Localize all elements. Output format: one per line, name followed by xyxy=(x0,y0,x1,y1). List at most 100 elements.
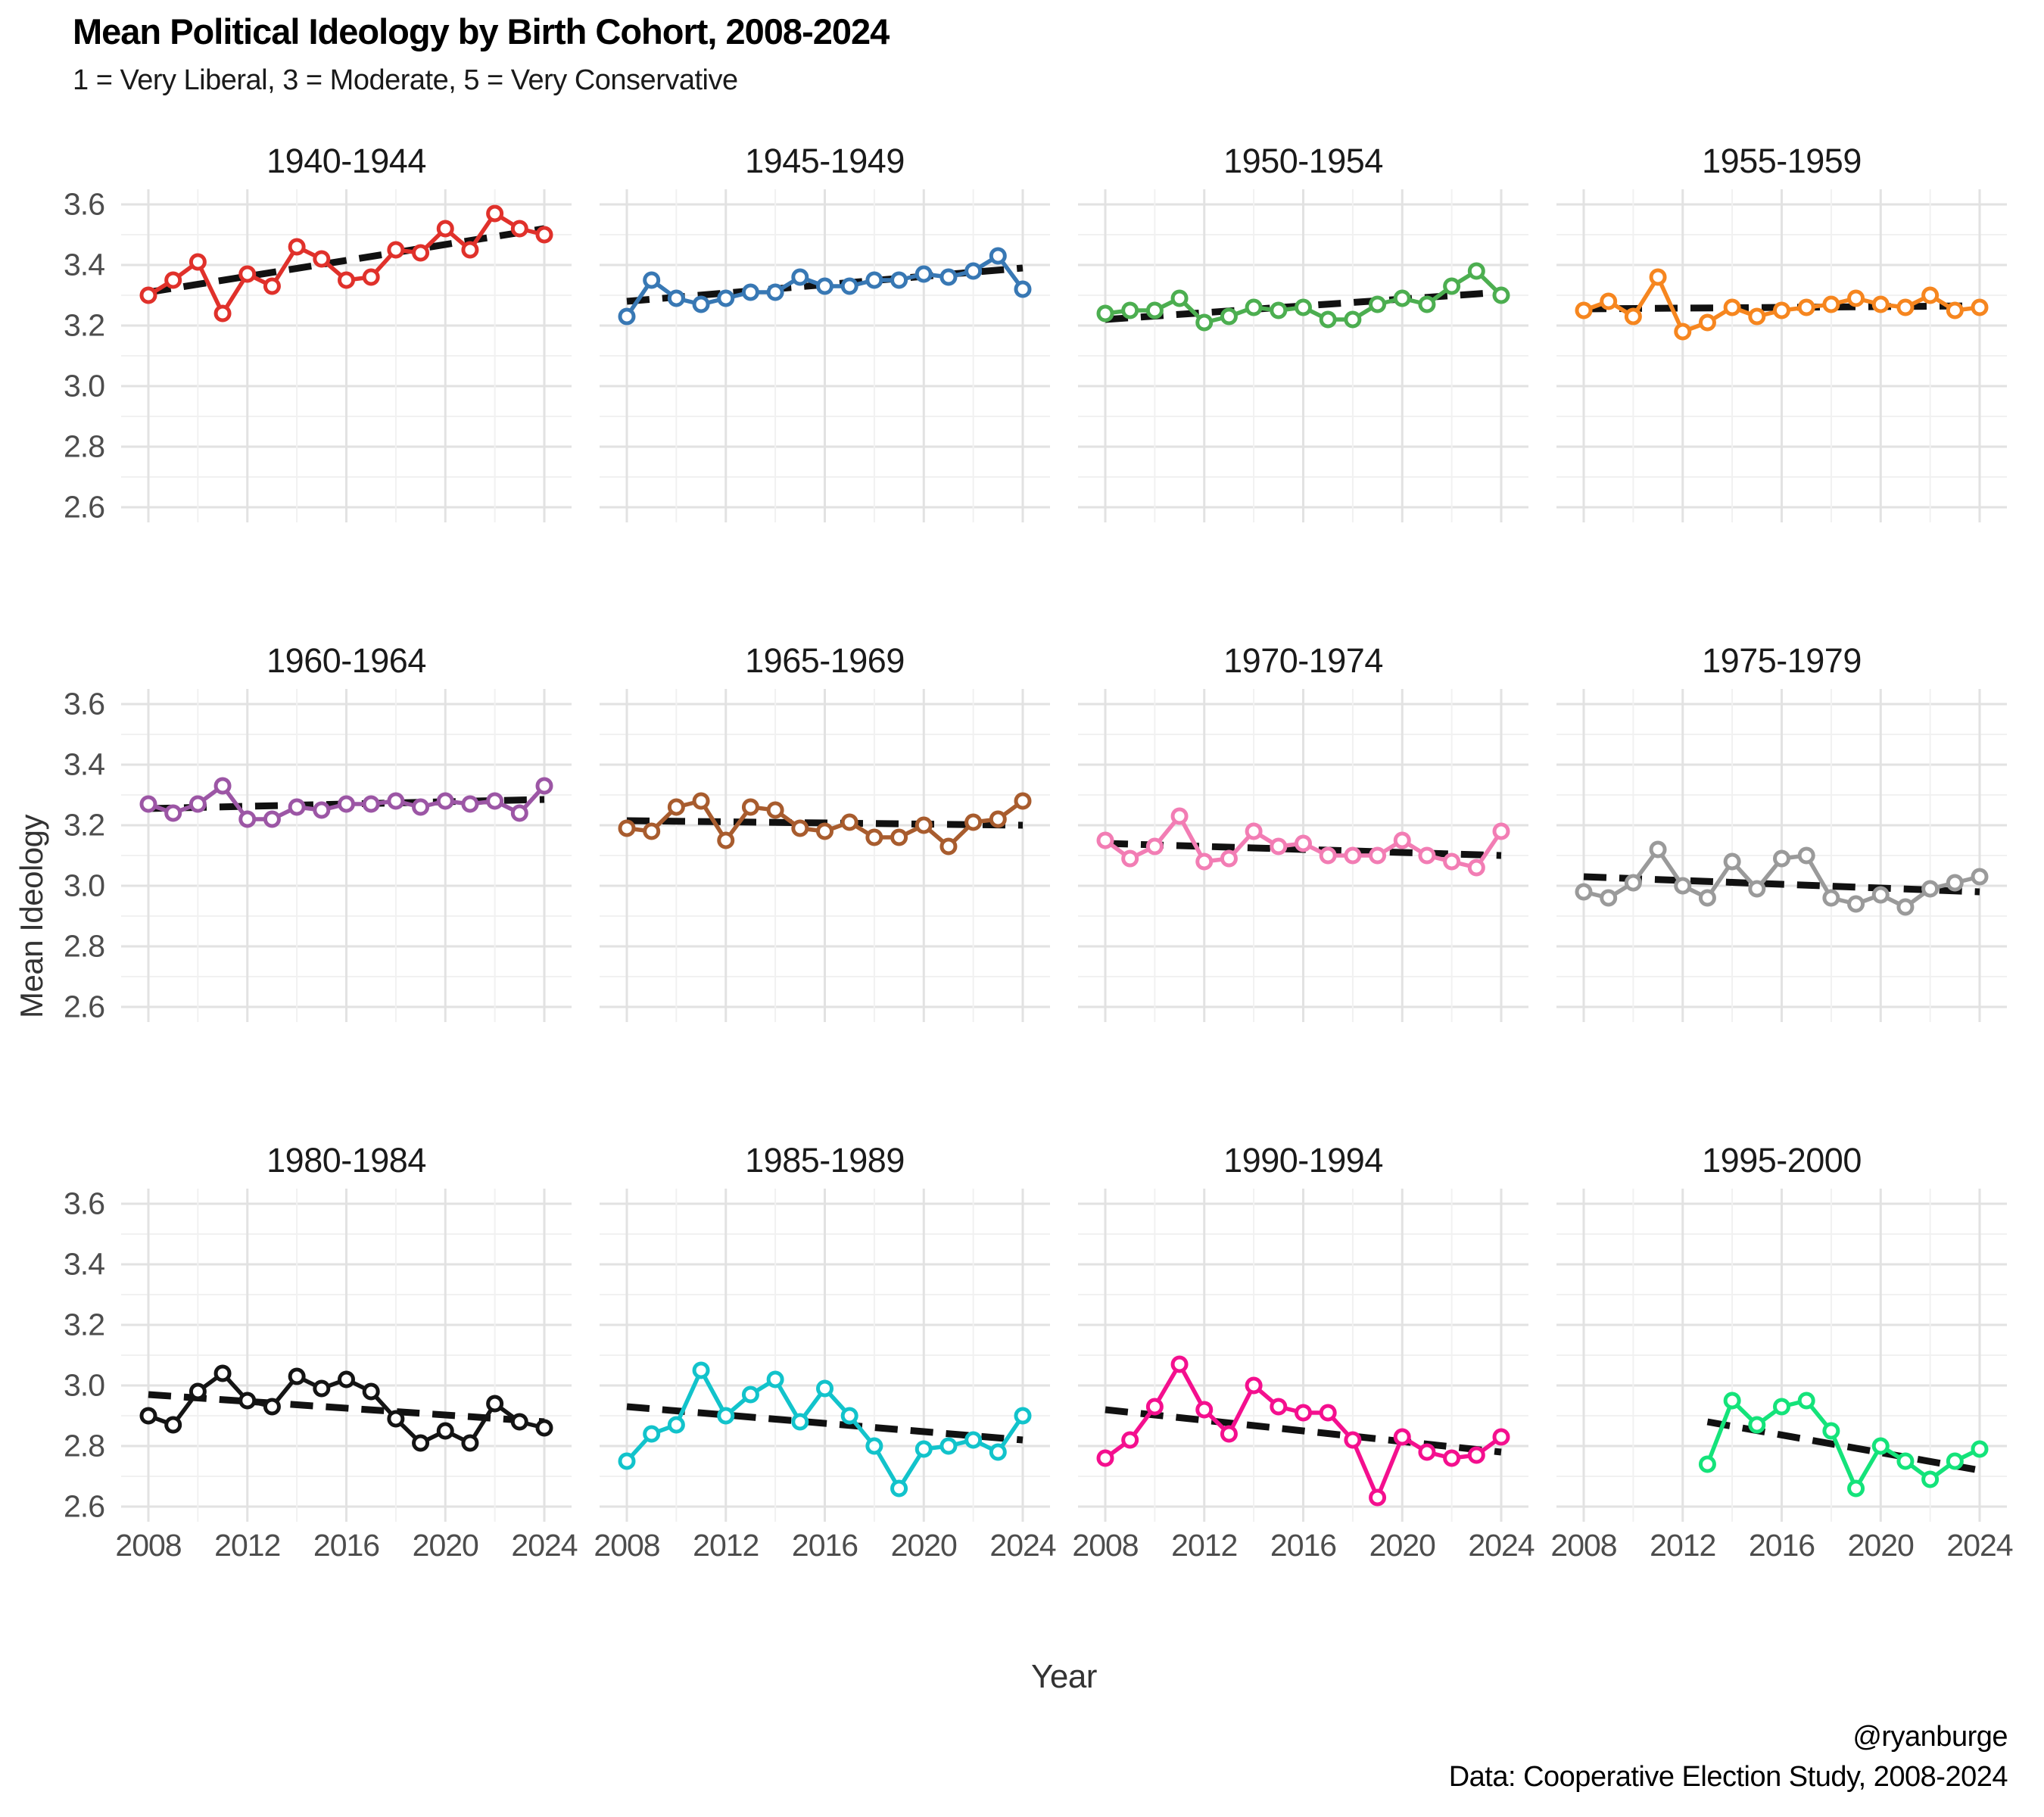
data-point xyxy=(1319,846,1337,865)
data-point xyxy=(313,1379,331,1398)
facet-panel-1950-1954: 1950-1954 xyxy=(1078,132,1528,522)
data-point xyxy=(164,1416,182,1434)
data-point xyxy=(1467,1446,1485,1464)
data-point xyxy=(1369,1488,1387,1507)
data-point xyxy=(939,837,958,856)
facet-panel-1980-1984: 1980-1984 3.6 3.4 3.2 3.0 2.8 2.6 2008 2012 2016 2… xyxy=(64,1132,578,1563)
data-point xyxy=(1096,1449,1114,1467)
data-point xyxy=(1921,880,1940,898)
data-point xyxy=(510,1413,528,1431)
facet-title: 1990-1994 xyxy=(1223,1140,1383,1180)
data-point xyxy=(461,795,479,813)
data-point xyxy=(486,1395,504,1413)
data-point xyxy=(964,813,983,831)
y-tick-label: 3.2 xyxy=(64,807,105,843)
data-point xyxy=(1270,837,1288,856)
trend-line xyxy=(1583,873,1980,896)
facet-title: 1970-1974 xyxy=(1223,640,1383,680)
data-point xyxy=(1971,868,1989,886)
y-tick-label: 3.0 xyxy=(64,868,105,903)
data-point xyxy=(1170,1355,1189,1373)
trend-line xyxy=(148,1391,545,1426)
y-tick-label: 3.6 xyxy=(64,186,105,222)
data-point xyxy=(1270,301,1288,319)
facet-title: 1960-1964 xyxy=(266,640,426,680)
y-tick-label: 3.2 xyxy=(64,307,105,343)
data-point xyxy=(1096,304,1114,323)
data-point xyxy=(362,268,380,286)
facet-plot xyxy=(1556,689,2007,1022)
x-tick-label: 2012 xyxy=(1171,1528,1238,1563)
data-point xyxy=(1319,1404,1337,1422)
data-point xyxy=(1014,1407,1032,1425)
data-point xyxy=(1871,886,1890,904)
facet-plot xyxy=(600,689,1050,1022)
facet-plot xyxy=(121,189,572,522)
data-point xyxy=(1014,280,1032,298)
data-point xyxy=(717,831,735,849)
data-point xyxy=(461,1434,479,1452)
data-point xyxy=(510,804,528,822)
data-point xyxy=(1946,1452,1964,1470)
data-point xyxy=(412,1434,430,1452)
data-point xyxy=(618,307,636,326)
data-point xyxy=(412,798,430,816)
data-point xyxy=(939,268,958,286)
facet-panel-1940-1944: 1940-1944 3.6 3.4 3.2 3.0 2.8 2.6 xyxy=(64,132,572,525)
data-point xyxy=(1624,874,1642,892)
data-point xyxy=(766,801,784,819)
data-point xyxy=(139,1407,157,1425)
data-point xyxy=(1145,1398,1164,1416)
data-point xyxy=(387,241,405,259)
data-point xyxy=(1492,286,1510,304)
data-point xyxy=(1847,895,1865,913)
data-point xyxy=(989,810,1007,828)
x-tick-label: 2024 xyxy=(1946,1528,2013,1563)
chart-footer: @ryanburge Data: Cooperative Election St… xyxy=(1449,1717,2008,1797)
data-point xyxy=(461,241,479,259)
facet-panel-1965-1969: 1965-1969 xyxy=(600,632,1050,1022)
data-point xyxy=(1847,1479,1865,1498)
data-point xyxy=(387,1410,405,1428)
data-point xyxy=(643,271,661,289)
data-point xyxy=(436,792,454,810)
data-point xyxy=(213,777,232,795)
data-point xyxy=(1575,883,1593,901)
facet-plot xyxy=(600,189,1050,522)
data-source: Data: Cooperative Election Study, 2008-2… xyxy=(1448,1761,2008,1794)
data-point xyxy=(1295,834,1312,852)
data-point xyxy=(238,810,257,828)
data-point xyxy=(791,1413,809,1431)
data-point xyxy=(263,277,281,295)
data-point xyxy=(263,1398,281,1416)
data-point xyxy=(1492,822,1510,840)
data-point xyxy=(1369,846,1387,865)
y-tick-label: 2.8 xyxy=(64,429,105,464)
data-point xyxy=(164,271,182,289)
facet-title: 1955-1959 xyxy=(1702,141,1862,180)
data-point xyxy=(1220,307,1238,326)
data-point xyxy=(338,1370,355,1388)
trend-line xyxy=(1105,1406,1502,1456)
data-point xyxy=(1121,1431,1139,1449)
data-point xyxy=(692,295,710,313)
data-point xyxy=(766,283,784,301)
facet-plot xyxy=(121,1189,572,1522)
data-point xyxy=(1921,286,1940,304)
data-point xyxy=(1220,849,1238,868)
data-point xyxy=(1245,1376,1263,1395)
y-axis-title: Mean Ideology xyxy=(14,814,49,1018)
data-point xyxy=(1121,849,1139,868)
facet-title: 1975-1979 xyxy=(1702,640,1862,680)
data-point xyxy=(1096,831,1114,849)
data-point xyxy=(412,244,430,262)
data-point xyxy=(288,238,306,256)
y-tick-label: 2.6 xyxy=(64,989,105,1024)
author-handle: @ryanburge xyxy=(1852,1721,2008,1753)
data-point xyxy=(238,265,257,283)
data-point xyxy=(1195,1401,1214,1419)
data-point xyxy=(1270,1398,1288,1416)
data-point xyxy=(288,1367,306,1385)
facet-grid: 1940-1944 3.6 3.4 3.2 3.0 2.8 2.6 1945-1949 1950… xyxy=(64,132,2014,1563)
